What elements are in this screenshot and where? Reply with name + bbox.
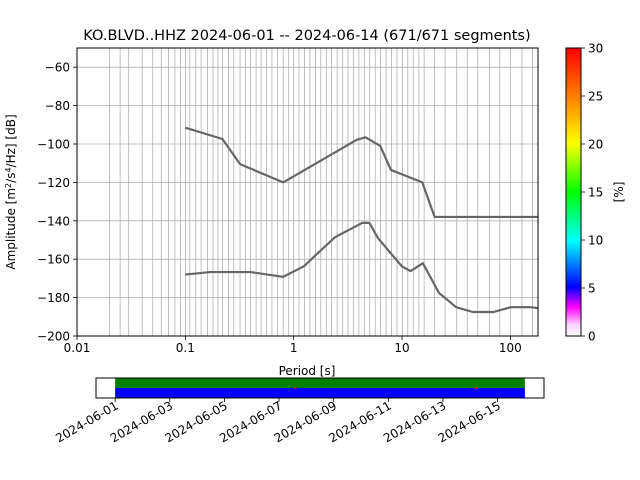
y-axis: −200 −180 −160 −140 −120 −100 −80 −60 [37,61,77,344]
y-tick-label: −60 [45,61,70,75]
psd-plot: 0.01 0.1 1 10 100 −200 −180 −160 −140 −120 −100 −8… [37,47,539,355]
y-axis-label: Amplitude [m2/s4/Hz] [dB] [4,114,18,269]
x-tick-label: 1 [290,341,298,355]
plot-background [77,48,538,336]
colorbar-tick-label: 30 [588,42,603,56]
chart-title: KO.BLVD..HHZ 2024-06-01 -- 2024-06-14 (6… [83,28,530,44]
colorbar-tick-label: 0 [588,330,596,344]
x-axis-label: Period [s] [279,364,336,378]
date-tick-label: 2024-06-15 [436,398,503,445]
coverage-timeline: 2024-06-012024-06-032024-06-052024-06-07… [53,377,545,445]
colorbar-tick-label: 15 [588,186,603,200]
x-axis: 0.01 0.1 1 10 100 [64,336,522,355]
colorbar: 0 5 10 15 20 25 30 [%] [565,42,626,344]
plot-frame [76,47,539,337]
y-tick-label: −80 [45,99,70,113]
colorbar-gradient [566,48,581,336]
y-tick-label: −160 [37,253,70,267]
y-tick-label: −180 [37,291,70,305]
timeline-frame [95,377,545,399]
x-tick-label: 0.1 [176,341,195,355]
colorbar-ticks: 0 5 10 15 20 25 30 [581,42,603,344]
colorbar-tick-label: 25 [588,90,603,104]
y-tick-label: −100 [37,138,70,152]
x-tick-label: 0.01 [64,341,91,355]
colorbar-tick-label: 20 [588,138,603,152]
noise-model-curves [185,126,538,314]
colorbar-label: [%] [612,182,626,203]
y-tick-label: −140 [37,214,70,228]
y-tick-label: −200 [37,330,70,344]
y-tick-label: −120 [37,176,70,190]
timeline-date-ticks: 2024-06-012024-06-032024-06-052024-06-07… [53,398,503,445]
nhnm-curve [185,126,538,219]
colorbar-tick-label: 10 [588,234,603,248]
nlnm-curve [185,221,538,314]
used-segments-bar [115,378,525,388]
available-data-bar [115,388,525,398]
colorbar-tick-label: 5 [588,282,596,296]
gap-marker [474,387,477,389]
timeline-bars [115,378,525,398]
gap-marker [294,387,297,389]
x-tick-label: 100 [499,341,522,355]
grid [77,48,538,336]
x-tick-label: 10 [394,341,409,355]
